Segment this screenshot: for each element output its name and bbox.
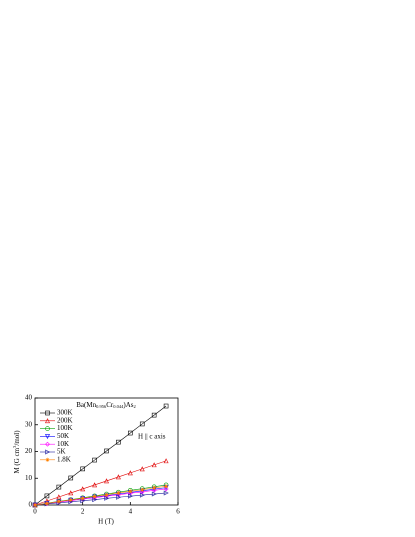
title-sub: 0.044 (113, 404, 124, 409)
data-point (80, 496, 85, 501)
y-tick-label: 40 (25, 394, 33, 402)
data-point (151, 462, 157, 468)
legend-label: 200K (57, 416, 73, 424)
data-point (163, 458, 169, 464)
data-point (104, 478, 109, 484)
data-point (163, 403, 169, 409)
title-sub: 2 (133, 404, 135, 409)
data-point (116, 439, 121, 445)
data-point (163, 486, 169, 492)
legend-label: 10K (57, 440, 69, 448)
title-part: Ba(Mn (76, 401, 96, 409)
series-line (34, 485, 167, 506)
data-point (44, 493, 50, 499)
series-line (34, 460, 167, 506)
x-tick-label: 6 (176, 508, 180, 516)
legend-marker (45, 434, 50, 440)
data-point (115, 474, 121, 480)
y-label-part: M (G cm (13, 447, 21, 473)
series-line (34, 488, 167, 506)
y-tick-label: 10 (25, 474, 33, 482)
legend-label: 5K (57, 448, 66, 456)
x-tick-label: 0 (33, 508, 37, 516)
data-point (56, 499, 61, 504)
data-point (80, 466, 85, 472)
legend-label: 100K (57, 424, 73, 432)
data-point (104, 495, 110, 501)
data-point (56, 484, 62, 490)
y-label-sup: 3 (12, 445, 17, 448)
data-point (128, 493, 134, 499)
legend-label: 1.8K (57, 455, 71, 463)
legend-label: 300K (57, 409, 73, 417)
legend-marker (45, 410, 50, 416)
data-point (68, 497, 73, 502)
data-point (92, 494, 97, 499)
data-point (139, 466, 145, 472)
data-point (127, 470, 133, 476)
legend-label: 50K (57, 432, 69, 440)
legend-marker (45, 457, 50, 462)
y-tick-label: 20 (25, 447, 33, 455)
data-point (151, 491, 157, 497)
data-point (104, 492, 109, 497)
data-point (152, 485, 157, 490)
legend-marker (45, 449, 51, 455)
title-part: )As (123, 401, 133, 409)
data-point (164, 484, 169, 489)
data-point (151, 412, 157, 418)
data-point (139, 421, 145, 427)
data-point (128, 430, 133, 436)
data-point (139, 492, 145, 498)
x-tick-label: 4 (129, 508, 133, 516)
x-tick-label: 2 (81, 508, 85, 516)
legend-marker (45, 418, 50, 424)
y-label-part: /mol) (13, 430, 21, 446)
data-point (140, 487, 145, 492)
data-point (68, 475, 74, 481)
y-tick-label: 0 (29, 501, 33, 509)
data-point (92, 482, 98, 488)
chart-title: Ba(Mn0.956Cr0.044)As2 (76, 401, 135, 409)
data-point (163, 490, 169, 496)
data-point (92, 457, 97, 463)
legend-marker (45, 441, 50, 447)
data-point (151, 487, 157, 493)
data-point (104, 448, 109, 454)
data-point (44, 501, 49, 506)
title-part: Cr (106, 401, 114, 409)
data-point (33, 503, 37, 507)
data-point (92, 497, 98, 503)
data-point (116, 490, 121, 495)
title-sub: 0.956 (96, 404, 107, 409)
data-point (68, 490, 74, 496)
data-point (128, 489, 133, 494)
annotation: H || c axis (138, 433, 166, 441)
legend-marker (45, 426, 50, 431)
y-tick-label: 30 (25, 420, 33, 428)
data-point (80, 486, 86, 492)
data-point (116, 494, 122, 500)
y-axis-label: M (G cm3/mol) (12, 430, 21, 474)
x-axis-label: H (T) (98, 518, 114, 526)
